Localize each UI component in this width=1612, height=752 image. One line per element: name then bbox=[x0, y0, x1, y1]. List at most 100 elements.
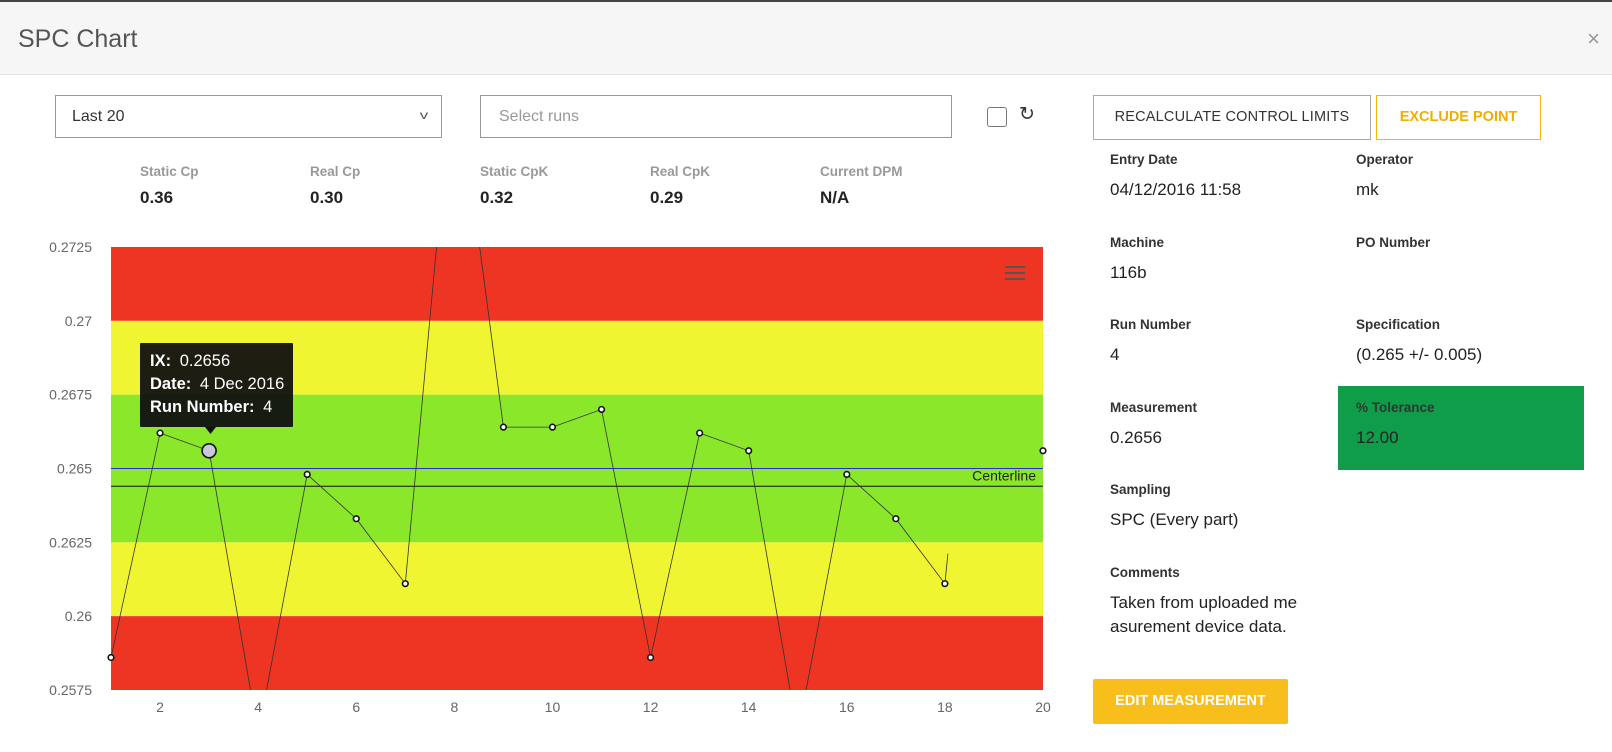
point-tooltip: IX: 0.2656 Date: 4 Dec 2016 Run Number: … bbox=[140, 343, 293, 434]
tooltip-date-label: Date: bbox=[150, 375, 191, 393]
entry-date-field: Entry Date 04/12/2016 11:58 bbox=[1110, 152, 1241, 202]
comments-field: Comments Taken from uploaded me asuremen… bbox=[1110, 565, 1325, 639]
stat-value: 0.29 bbox=[650, 188, 684, 207]
refresh-icon[interactable]: ↻ bbox=[1019, 104, 1035, 125]
stat-value: 0.36 bbox=[140, 188, 174, 207]
tooltip-date-value: 4 Dec 2016 bbox=[200, 375, 284, 393]
svg-text:Date: 4 Dec 2016: Date: 4 Dec 2016 bbox=[150, 375, 284, 393]
x-tick-label: 4 bbox=[254, 699, 262, 715]
y-tick-label: 0.2725 bbox=[49, 239, 92, 255]
stat-label: Static Cp bbox=[140, 164, 199, 179]
recalculate-control-limits-button[interactable]: RECALCULATE CONTROL LIMITS bbox=[1093, 95, 1371, 140]
field-label: Operator bbox=[1356, 152, 1414, 167]
field-label: Measurement bbox=[1110, 400, 1198, 415]
stat-value: 0.30 bbox=[310, 188, 344, 207]
svg-text:IX: 0.2656: IX: 0.2656 bbox=[150, 352, 230, 370]
field-value: SPC (Every part) bbox=[1110, 510, 1239, 529]
edit-measurement-button[interactable]: EDIT MEASUREMENT bbox=[1093, 679, 1288, 724]
tooltip-run-label: Run Number: bbox=[150, 398, 255, 416]
operator-field: Operator mk bbox=[1356, 152, 1413, 202]
svg-text:Run Number: 4: Run Number: 4 bbox=[150, 398, 272, 416]
data-point[interactable] bbox=[941, 580, 949, 588]
sampling-field: Sampling SPC (Every part) bbox=[1110, 482, 1238, 532]
field-label: Sampling bbox=[1110, 482, 1171, 497]
data-point[interactable] bbox=[843, 470, 851, 479]
stat-static-cp: Static Cp 0.36 bbox=[140, 164, 199, 208]
x-tick-label: 10 bbox=[545, 699, 561, 715]
stat-static-cpk: Static CpK 0.32 bbox=[480, 164, 548, 208]
data-point[interactable] bbox=[646, 653, 655, 662]
data-point[interactable] bbox=[303, 470, 311, 479]
stat-real-cp: Real Cp 0.30 bbox=[310, 164, 360, 208]
tolerance-highlight bbox=[1338, 386, 1584, 470]
field-label: Comments bbox=[1110, 565, 1180, 580]
zone-red-4 bbox=[111, 616, 1043, 690]
field-value: 12.00 bbox=[1356, 428, 1399, 447]
machine-field: Machine 116b bbox=[1110, 235, 1164, 285]
field-value: (0.265 +/- 0.005) bbox=[1356, 345, 1483, 364]
x-tick-label: 2 bbox=[156, 699, 164, 715]
field-label: % Tolerance bbox=[1356, 400, 1435, 415]
data-point[interactable] bbox=[548, 423, 557, 431]
y-tick-label: 0.2675 bbox=[49, 387, 92, 403]
field-value: 4 bbox=[1110, 345, 1120, 364]
y-tick-label: 0.26 bbox=[65, 608, 92, 624]
data-point-selected[interactable] bbox=[201, 442, 217, 459]
tooltip-ix-value: 0.2656 bbox=[180, 352, 230, 370]
y-tick-label: 0.2625 bbox=[49, 534, 92, 550]
zone-yellow-3 bbox=[111, 542, 1043, 617]
tolerance-field: % Tolerance 12.00 bbox=[1356, 400, 1435, 450]
range-select-value: Last 20 bbox=[72, 108, 125, 125]
x-tick-label: 16 bbox=[839, 699, 855, 715]
data-point[interactable] bbox=[401, 580, 409, 588]
run-number-field: Run Number 4 bbox=[1110, 317, 1191, 367]
po-number-field: PO Number bbox=[1356, 235, 1430, 261]
field-label: Machine bbox=[1110, 235, 1165, 250]
data-point[interactable] bbox=[1039, 447, 1047, 455]
stat-real-cpk: Real CpK 0.29 bbox=[650, 164, 710, 208]
field-label: Run Number bbox=[1110, 317, 1191, 332]
field-value: mk bbox=[1356, 180, 1379, 199]
toggle-checkbox[interactable] bbox=[987, 107, 1007, 127]
data-point[interactable] bbox=[499, 423, 508, 431]
tooltip-ix-label: IX: bbox=[150, 352, 171, 370]
stat-value: 0.32 bbox=[480, 188, 514, 207]
stat-label: Current DPM bbox=[820, 164, 903, 179]
chart-menu-icon[interactable] bbox=[1005, 266, 1025, 280]
range-select[interactable]: Last 20 v bbox=[55, 95, 442, 138]
field-label: PO Number bbox=[1356, 235, 1431, 250]
x-tick-label: 8 bbox=[450, 699, 458, 715]
data-point[interactable] bbox=[597, 405, 606, 414]
y-tick-label: 0.265 bbox=[57, 461, 92, 477]
data-point[interactable] bbox=[352, 515, 360, 523]
field-value: 0.2656 bbox=[1110, 428, 1162, 447]
specification-field: Specification (0.265 +/- 0.005) bbox=[1356, 317, 1482, 367]
field-value: 116b bbox=[1110, 263, 1147, 282]
close-icon[interactable]: × bbox=[1587, 26, 1600, 51]
data-point[interactable] bbox=[696, 429, 704, 437]
stat-label: Real Cp bbox=[310, 164, 361, 179]
stat-value: N/A bbox=[820, 188, 850, 207]
data-point[interactable] bbox=[745, 447, 753, 455]
modal-header: SPC Chart × bbox=[0, 0, 1612, 75]
top-border bbox=[0, 0, 1612, 2]
x-tick-label: 6 bbox=[352, 699, 360, 715]
stat-current-dpm: Current DPM N/A bbox=[820, 164, 903, 208]
stat-label: Static CpK bbox=[480, 164, 549, 179]
x-tick-label: 14 bbox=[741, 699, 757, 715]
x-tick-label: 12 bbox=[643, 699, 659, 715]
spc-chart: 0.2725 0.27 0.2675 0.265 0.2625 0.26 0.2575 2 4… bbox=[49, 239, 1051, 715]
data-point[interactable] bbox=[107, 653, 115, 662]
select-runs-input[interactable] bbox=[480, 95, 952, 138]
measurement-field: Measurement 0.2656 bbox=[1110, 400, 1197, 450]
zone-red-0 bbox=[111, 247, 1043, 321]
stat-label: Real CpK bbox=[650, 164, 711, 179]
x-tick-label: 20 bbox=[1035, 699, 1051, 715]
y-tick-label: 0.2575 bbox=[49, 682, 92, 698]
exclude-point-button[interactable]: EXCLUDE POINT bbox=[1376, 95, 1541, 140]
tooltip-run-value: 4 bbox=[263, 398, 272, 416]
field-value: Taken from uploaded me asurement device … bbox=[1110, 593, 1298, 636]
data-point[interactable] bbox=[156, 429, 164, 437]
centerline-label: Centerline bbox=[972, 468, 1036, 484]
data-point[interactable] bbox=[892, 515, 900, 523]
